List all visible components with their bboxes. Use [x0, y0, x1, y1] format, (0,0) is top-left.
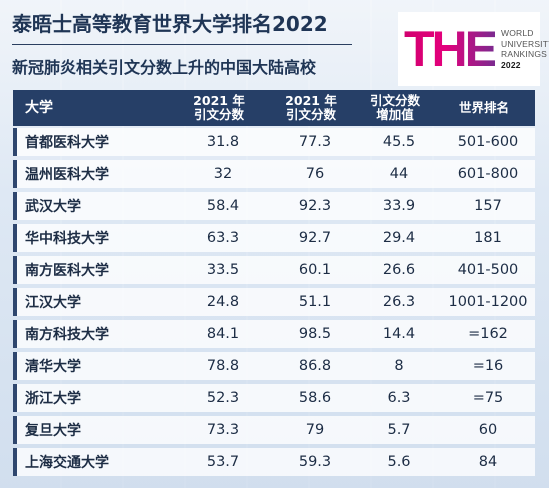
table-row: 华中科技大学 63.3 92.7 29.4 181	[13, 224, 535, 252]
table-row: 清华大学 78.8 86.8 8 =16	[13, 352, 535, 380]
score-a-cell: 32	[213, 166, 233, 182]
logo-text: WORLD UNIVERSITY RANKINGS 2022	[501, 28, 549, 70]
logo-line-3: RANKINGS	[501, 49, 547, 59]
logo-mark: THE	[404, 21, 498, 77]
university-name: 上海交通大学	[25, 455, 109, 471]
logo-line-1: WORLD	[501, 28, 534, 38]
table-row: 首都医科大学 31.8 77.3 45.5 501-600	[13, 128, 535, 156]
increase-cell: 5.7	[387, 422, 411, 438]
score-b-cell: 76	[305, 166, 325, 182]
university-name: 复旦大学	[25, 423, 81, 439]
university-name: 清华大学	[25, 359, 81, 375]
increase-cell: 26.6	[382, 262, 416, 278]
score-b-cell: 58.6	[298, 390, 332, 406]
score-a-cell: 53.7	[206, 454, 240, 470]
logo-line-4: 2022	[501, 59, 521, 70]
university-name: 华中科技大学	[25, 231, 109, 247]
increase-cell: 45.5	[382, 134, 416, 150]
table-row: 江汉大学 24.8 51.1 26.3 1001-1200	[13, 288, 535, 316]
score-b-cell: 86.8	[298, 358, 332, 374]
world-rank-cell: 181	[474, 230, 502, 246]
table-row: 温州医科大学 32 76 44 601-800	[13, 160, 535, 188]
increase-cell: 5.6	[387, 454, 411, 470]
score-b-cell: 79	[305, 422, 325, 438]
university-name: 南方科技大学	[25, 327, 109, 343]
university-name: 武汉大学	[25, 199, 81, 215]
ranking-table: 大学 2021 年引文分数 2021 年引文分数 引文分数 增加值 世界排名 首都…	[13, 90, 535, 476]
column-header-increase: 引文分数 增加值	[369, 93, 420, 122]
score-a-cell: 33.5	[206, 262, 240, 278]
increase-cell: 29.4	[382, 230, 416, 246]
world-rank-cell: =16	[472, 358, 504, 374]
increase-cell: 6.3	[387, 390, 411, 406]
table-header: 大学 2021 年引文分数 2021 年引文分数 引文分数 增加值 世界排名	[13, 90, 535, 126]
score-a-cell: 84.1	[206, 326, 240, 342]
score-a-cell: 31.8	[206, 134, 240, 150]
table-row: 南方医科大学 33.5 60.1 26.6 401-500	[13, 256, 535, 284]
table-row: 上海交通大学 53.7 59.3 5.6 84	[13, 448, 535, 476]
score-b-cell: 77.3	[298, 134, 332, 150]
score-b-cell: 92.7	[298, 230, 332, 246]
university-name: 首都医科大学	[25, 135, 109, 151]
table-row: 浙江大学 52.3 58.6 6.3 =75	[13, 384, 535, 412]
increase-cell: 33.9	[382, 198, 416, 214]
university-name: 温州医科大学	[25, 167, 109, 183]
world-rank-cell: 84	[478, 454, 498, 470]
column-header-score-b: 2021 年引文分数	[285, 93, 337, 122]
page-title: 泰晤士高等教育世界大学排名2022	[12, 12, 328, 36]
column-header-world-rank: 世界排名	[458, 100, 509, 115]
score-b-cell: 51.1	[298, 294, 332, 310]
university-name: 南方医科大学	[25, 263, 109, 279]
table-body: 首都医科大学 31.8 77.3 45.5 501-600 温州医科大学 32 76 44 601…	[13, 128, 535, 476]
world-rank-cell: 157	[474, 198, 502, 214]
score-a-cell: 58.4	[206, 198, 240, 214]
world-rank-cell: 501-600	[457, 134, 519, 150]
score-b-cell: 60.1	[298, 262, 332, 278]
increase-cell: 44	[389, 166, 409, 182]
score-a-cell: 63.3	[206, 230, 240, 246]
world-rank-cell: 60	[478, 422, 498, 438]
university-name: 江汉大学	[25, 295, 81, 311]
column-header-university: 大学	[25, 100, 53, 116]
score-a-cell: 73.3	[206, 422, 240, 438]
world-rank-cell: =75	[472, 390, 504, 406]
column-header-score-a: 2021 年引文分数	[193, 93, 245, 122]
table-row: 南方科技大学 84.1 98.5 14.4 =162	[13, 320, 535, 348]
the-rankings-logo: THE WORLD UNIVERSITY RANKINGS 2022	[398, 12, 549, 86]
score-b-cell: 98.5	[298, 326, 332, 342]
score-b-cell: 59.3	[298, 454, 332, 470]
score-a-cell: 52.3	[206, 390, 240, 406]
title-divider	[12, 44, 352, 45]
score-a-cell: 78.8	[206, 358, 240, 374]
increase-cell: 8	[394, 358, 404, 374]
world-rank-cell: 401-500	[457, 262, 519, 278]
increase-cell: 26.3	[382, 294, 416, 310]
logo-line-2: UNIVERSITY	[501, 38, 549, 49]
page-subtitle: 新冠肺炎相关引文分数上升的中国大陆高校	[12, 58, 317, 77]
table-row: 复旦大学 73.3 79 5.7 60	[13, 416, 535, 444]
table-row: 武汉大学 58.4 92.3 33.9 157	[13, 192, 535, 220]
world-rank-cell: =162	[468, 326, 508, 342]
score-b-cell: 92.3	[298, 198, 332, 214]
university-name: 浙江大学	[25, 391, 81, 407]
increase-cell: 14.4	[382, 326, 416, 342]
score-a-cell: 24.8	[206, 294, 240, 310]
world-rank-cell: 1001-1200	[448, 294, 528, 310]
world-rank-cell: 601-800	[457, 166, 519, 182]
